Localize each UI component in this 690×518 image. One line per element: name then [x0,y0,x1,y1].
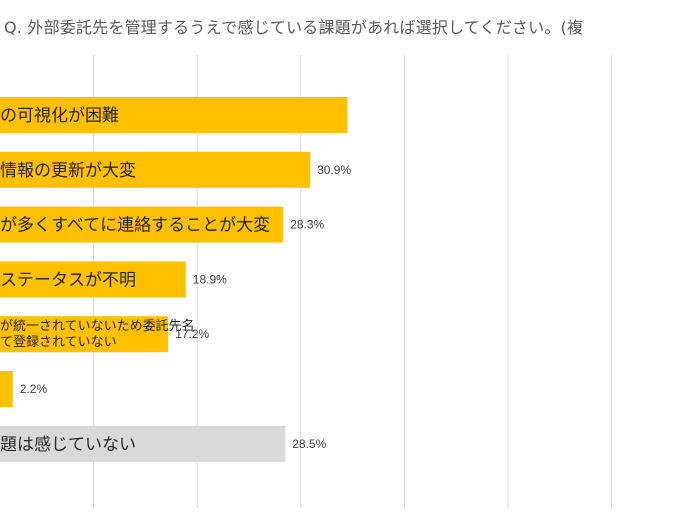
category-label-6: 題は感じていない [0,435,136,455]
bar-0 [0,97,348,133]
category-label-4-0: が統一されていないため委託先名 [0,318,195,334]
category-label-3: ステータスが不明 [0,270,136,290]
value-label-1: 30.9% [317,163,351,177]
bar-1 [0,151,311,188]
value-label-6: 28.5% [292,437,326,451]
category-label-0: の可視化が困難 [0,106,119,126]
bar-5 [0,371,13,407]
bar-3 [0,261,186,298]
bar-2 [0,206,284,243]
value-label-2: 28.3% [290,218,324,232]
value-label-4: 17.2% [175,327,209,341]
bar-4 [0,316,169,353]
chart-title: Q. 外部委託先を管理するうえで感じている課題があれば選択してください。(複 [4,18,584,37]
category-label-2: が多くすべてに連絡することが大変 [0,216,270,236]
bar-6 [0,425,286,462]
value-label-3: 18.9% [193,272,227,286]
value-label-5: 2.2% [20,382,48,396]
category-label-1: 情報の更新が大変 [0,161,136,181]
category-label-4-1: て登録されていない [0,335,117,350]
